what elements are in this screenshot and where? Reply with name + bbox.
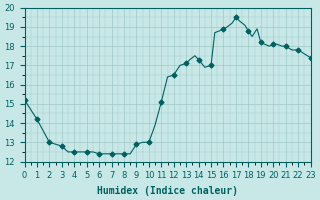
X-axis label: Humidex (Indice chaleur): Humidex (Indice chaleur) [97, 186, 238, 196]
